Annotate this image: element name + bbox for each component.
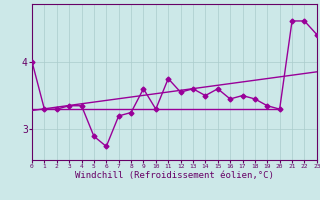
X-axis label: Windchill (Refroidissement éolien,°C): Windchill (Refroidissement éolien,°C) [75,171,274,180]
